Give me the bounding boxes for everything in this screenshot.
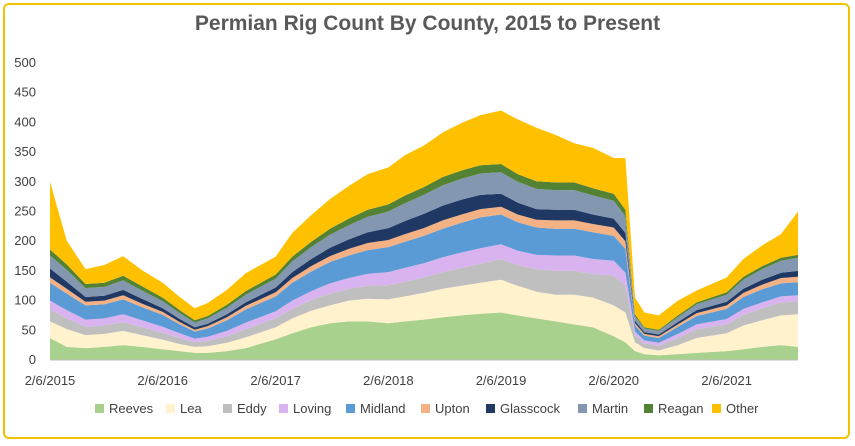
y-tick-label: 150 bbox=[14, 263, 36, 278]
legend-label-upton: Upton bbox=[435, 401, 470, 416]
legend-swatch-eddy bbox=[223, 404, 232, 413]
legend-label-reagan: Reagan bbox=[658, 401, 704, 416]
x-tick-label: 2/6/2021 bbox=[701, 373, 752, 388]
legend-swatch-midland bbox=[346, 404, 355, 413]
y-tick-label: 500 bbox=[14, 55, 36, 70]
y-tick-label: 350 bbox=[14, 144, 36, 159]
legend-label-eddy: Eddy bbox=[237, 401, 267, 416]
y-tick-label: 0 bbox=[29, 352, 36, 367]
legend-swatch-loving bbox=[279, 404, 288, 413]
area-martin bbox=[50, 172, 798, 335]
legend-label-other: Other bbox=[726, 401, 759, 416]
area-glasscock bbox=[50, 193, 798, 337]
legend-label-midland: Midland bbox=[360, 401, 406, 416]
area-eddy bbox=[50, 259, 798, 351]
x-tick-label: 2/6/2019 bbox=[476, 373, 527, 388]
legend-label-martin: Martin bbox=[592, 401, 628, 416]
legend-swatch-martin bbox=[578, 404, 587, 413]
legend-swatch-reeves bbox=[95, 404, 104, 413]
area-upton bbox=[50, 206, 798, 338]
legend-label-lea: Lea bbox=[180, 401, 202, 416]
y-tick-label: 250 bbox=[14, 204, 36, 219]
legend-swatch-glasscock bbox=[486, 404, 495, 413]
area-reeves bbox=[50, 312, 798, 360]
y-tick-label: 100 bbox=[14, 293, 36, 308]
y-tick-label: 400 bbox=[14, 114, 36, 129]
legend-label-loving: Loving bbox=[293, 401, 331, 416]
x-tick-label: 2/6/2017 bbox=[250, 373, 301, 388]
legend-label-glasscock: Glasscock bbox=[500, 401, 560, 416]
legend-label-reeves: Reeves bbox=[109, 401, 154, 416]
chart-title: Permian Rig Count By County, 2015 to Pre… bbox=[194, 12, 661, 35]
x-tick-label: 2/6/2015 bbox=[25, 373, 76, 388]
x-tick-label: 2/6/2018 bbox=[363, 373, 414, 388]
y-tick-label: 50 bbox=[22, 322, 36, 337]
area-lea bbox=[50, 279, 798, 356]
area-midland bbox=[50, 214, 798, 343]
legend-swatch-other bbox=[712, 404, 721, 413]
legend-swatch-reagan bbox=[644, 404, 653, 413]
y-tick-label: 300 bbox=[14, 174, 36, 189]
area-other bbox=[50, 110, 798, 330]
y-tick-label: 450 bbox=[14, 85, 36, 100]
legend-swatch-upton bbox=[421, 404, 430, 413]
x-tick-label: 2/6/2016 bbox=[137, 373, 188, 388]
x-tick-label: 2/6/2020 bbox=[588, 373, 639, 388]
y-tick-label: 200 bbox=[14, 233, 36, 248]
legend-swatch-lea bbox=[166, 404, 175, 413]
area-loving bbox=[50, 244, 798, 346]
